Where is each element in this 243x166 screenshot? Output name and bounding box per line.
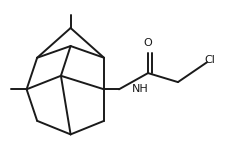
Text: NH: NH	[132, 84, 149, 94]
Text: O: O	[144, 38, 152, 48]
Text: Cl: Cl	[204, 55, 215, 65]
